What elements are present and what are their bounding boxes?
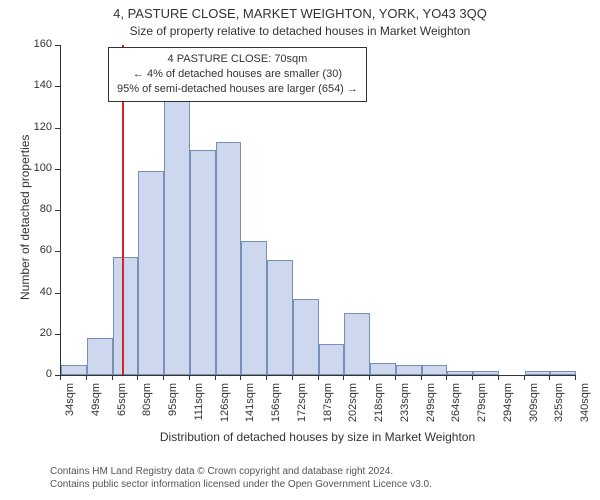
histogram-bar <box>319 344 345 375</box>
x-tick-mark <box>189 375 190 380</box>
x-tick-label: 156sqm <box>270 383 282 423</box>
x-tick-label: 340sqm <box>579 383 591 423</box>
annotation-line-1: 4 PASTURE CLOSE: 70sqm <box>117 52 358 67</box>
y-tick-label: 80 <box>26 203 52 215</box>
x-tick-label: 95sqm <box>167 383 179 423</box>
annotation-line-2: ← 4% of detached houses are smaller (30) <box>117 67 358 82</box>
y-tick-mark <box>55 210 60 211</box>
annotation-line-3: 95% of semi-detached houses are larger (… <box>117 82 358 97</box>
footer-line-2: Contains public sector information licen… <box>50 478 432 491</box>
x-tick-label: 111sqm <box>193 383 205 423</box>
footer-text: Contains HM Land Registry data © Crown c… <box>50 465 432 491</box>
x-tick-label: 141sqm <box>244 383 256 423</box>
x-tick-label: 65sqm <box>116 383 128 423</box>
chart-title: 4, PASTURE CLOSE, MARKET WEIGHTON, YORK,… <box>0 6 600 21</box>
x-tick-mark <box>60 375 61 380</box>
histogram-bar <box>370 363 396 375</box>
histogram-bar <box>190 150 216 375</box>
histogram-bar <box>61 365 87 375</box>
x-tick-mark <box>524 375 525 380</box>
x-tick-label: 218sqm <box>373 383 385 423</box>
x-axis-label: Distribution of detached houses by size … <box>60 430 575 444</box>
histogram-bar <box>422 365 448 375</box>
histogram-bar <box>396 365 422 375</box>
histogram-bar <box>525 371 551 375</box>
y-tick-mark <box>55 128 60 129</box>
histogram-bar <box>241 241 267 375</box>
x-tick-label: 233sqm <box>399 383 411 423</box>
annotation-box: 4 PASTURE CLOSE: 70sqm ← 4% of detached … <box>108 47 367 102</box>
y-tick-label: 120 <box>26 121 52 133</box>
footer-line-1: Contains HM Land Registry data © Crown c… <box>50 465 432 478</box>
histogram-bar <box>473 371 499 375</box>
y-tick-mark <box>55 334 60 335</box>
chart-container: 4, PASTURE CLOSE, MARKET WEIGHTON, YORK,… <box>0 0 600 500</box>
x-tick-mark <box>343 375 344 380</box>
histogram-bar <box>344 313 370 375</box>
x-tick-mark <box>318 375 319 380</box>
y-tick-label: 40 <box>26 286 52 298</box>
x-tick-label: 80sqm <box>141 383 153 423</box>
histogram-bar <box>293 299 319 375</box>
x-tick-mark <box>86 375 87 380</box>
histogram-bar <box>138 171 164 375</box>
x-tick-mark <box>240 375 241 380</box>
y-tick-mark <box>55 169 60 170</box>
x-tick-label: 126sqm <box>219 383 231 423</box>
histogram-bar <box>447 371 473 375</box>
x-tick-label: 249sqm <box>425 383 437 423</box>
x-tick-mark <box>549 375 550 380</box>
x-tick-label: 325sqm <box>553 383 565 423</box>
y-tick-mark <box>55 86 60 87</box>
y-tick-mark <box>55 293 60 294</box>
y-tick-label: 160 <box>26 38 52 50</box>
x-tick-mark <box>421 375 422 380</box>
x-tick-mark <box>292 375 293 380</box>
x-tick-mark <box>395 375 396 380</box>
x-tick-label: 309sqm <box>528 383 540 423</box>
x-tick-label: 172sqm <box>296 383 308 423</box>
x-tick-mark <box>446 375 447 380</box>
x-tick-label: 187sqm <box>322 383 334 423</box>
x-tick-label: 202sqm <box>347 383 359 423</box>
x-tick-mark <box>137 375 138 380</box>
x-tick-mark <box>369 375 370 380</box>
histogram-bar <box>87 338 113 375</box>
histogram-bar <box>164 90 190 375</box>
x-tick-label: 294sqm <box>502 383 514 423</box>
chart-subtitle: Size of property relative to detached ho… <box>0 24 600 38</box>
x-tick-label: 264sqm <box>450 383 462 423</box>
x-tick-mark <box>112 375 113 380</box>
y-tick-label: 100 <box>26 162 52 174</box>
histogram-bar <box>113 257 139 375</box>
y-tick-label: 60 <box>26 244 52 256</box>
histogram-bar <box>216 142 242 375</box>
y-tick-mark <box>55 45 60 46</box>
x-tick-mark <box>498 375 499 380</box>
y-tick-label: 20 <box>26 327 52 339</box>
y-tick-mark <box>55 251 60 252</box>
x-tick-mark <box>266 375 267 380</box>
y-tick-label: 0 <box>26 368 52 380</box>
histogram-bar <box>267 260 293 376</box>
x-tick-mark <box>575 375 576 380</box>
x-tick-mark <box>472 375 473 380</box>
x-tick-mark <box>215 375 216 380</box>
y-tick-label: 140 <box>26 79 52 91</box>
histogram-bar <box>550 371 576 375</box>
y-axis-label: Number of detached properties <box>18 135 32 300</box>
x-tick-label: 49sqm <box>90 383 102 423</box>
x-tick-mark <box>163 375 164 380</box>
x-tick-label: 34sqm <box>64 383 76 423</box>
x-tick-label: 279sqm <box>476 383 488 423</box>
